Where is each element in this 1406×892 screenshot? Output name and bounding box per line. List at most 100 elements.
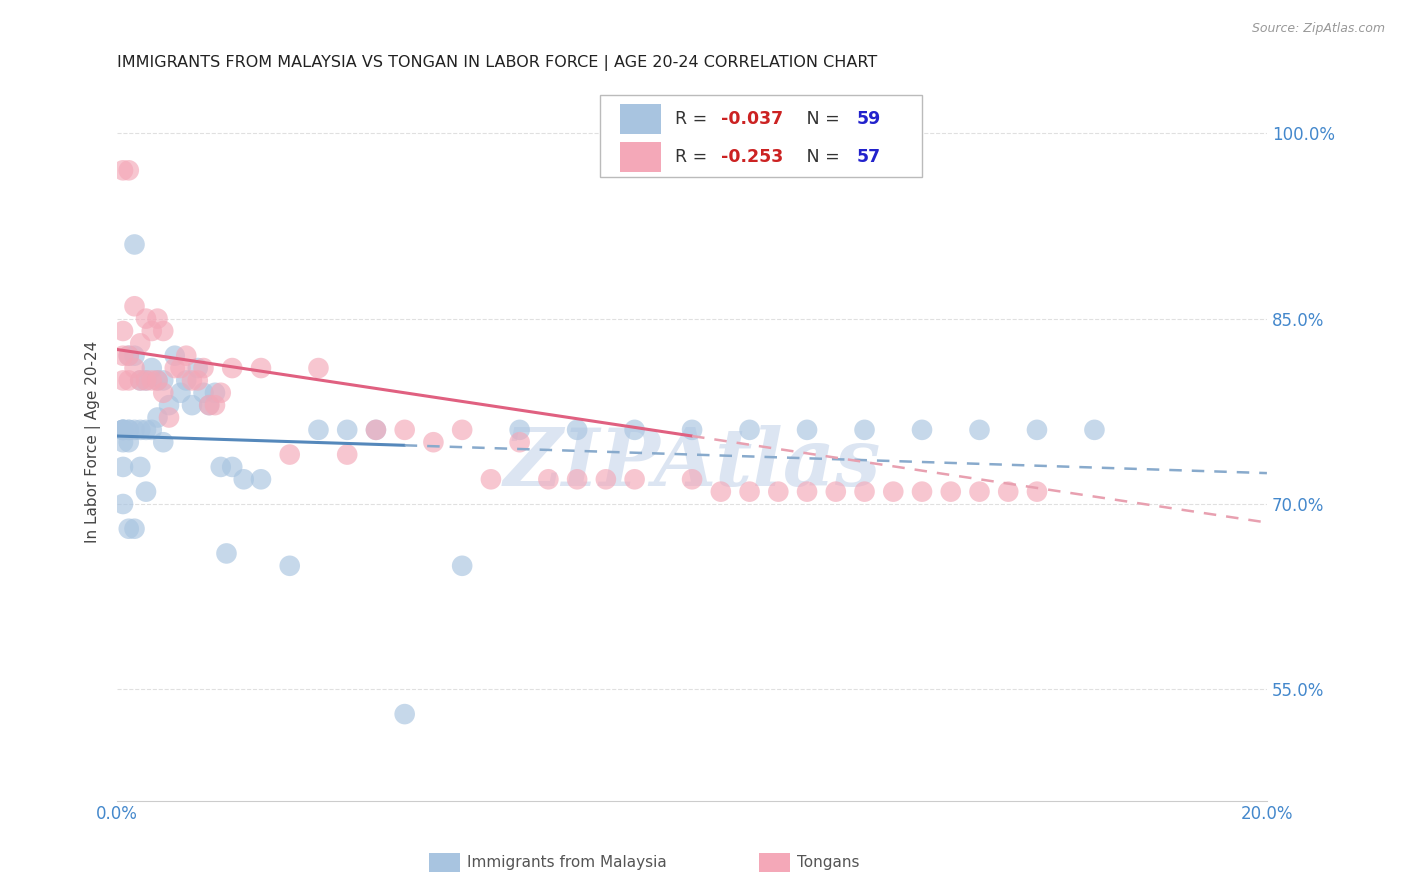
- Point: [111, 423, 134, 437]
- Point: [623, 472, 645, 486]
- Point: [157, 398, 180, 412]
- Point: [118, 349, 141, 363]
- Point: [1083, 423, 1105, 437]
- Text: Tongans: Tongans: [797, 855, 859, 870]
- Point: [969, 484, 991, 499]
- Point: [187, 361, 209, 376]
- Point: [111, 435, 134, 450]
- FancyBboxPatch shape: [600, 95, 922, 177]
- Point: [209, 385, 232, 400]
- Point: [824, 484, 846, 499]
- Point: [146, 410, 169, 425]
- Text: R =: R =: [675, 111, 713, 128]
- Point: [681, 472, 703, 486]
- Point: [710, 484, 733, 499]
- Point: [278, 448, 301, 462]
- Point: [1026, 484, 1049, 499]
- Point: [111, 423, 134, 437]
- Point: [939, 484, 962, 499]
- Point: [595, 472, 617, 486]
- Point: [232, 472, 254, 486]
- Point: [336, 423, 359, 437]
- Point: [129, 459, 152, 474]
- Point: [307, 423, 329, 437]
- Point: [451, 558, 474, 573]
- Point: [135, 484, 157, 499]
- Point: [111, 423, 134, 437]
- Point: [768, 484, 790, 499]
- Point: [141, 361, 163, 376]
- Point: [738, 423, 761, 437]
- Point: [364, 423, 387, 437]
- Point: [250, 472, 273, 486]
- Point: [853, 423, 876, 437]
- Point: [146, 373, 169, 387]
- Point: [307, 361, 329, 376]
- Point: [969, 423, 991, 437]
- Text: -0.037: -0.037: [721, 111, 783, 128]
- Point: [135, 373, 157, 387]
- Point: [394, 423, 416, 437]
- Point: [738, 484, 761, 499]
- Text: IMMIGRANTS FROM MALAYSIA VS TONGAN IN LABOR FORCE | AGE 20-24 CORRELATION CHART: IMMIGRANTS FROM MALAYSIA VS TONGAN IN LA…: [117, 55, 877, 71]
- Point: [565, 472, 588, 486]
- Text: ZIPAtlas: ZIPAtlas: [503, 425, 880, 502]
- Point: [853, 484, 876, 499]
- Point: [111, 459, 134, 474]
- Point: [124, 423, 146, 437]
- Text: -0.253: -0.253: [721, 148, 783, 166]
- Point: [796, 423, 818, 437]
- Point: [124, 361, 146, 376]
- Point: [129, 373, 152, 387]
- Point: [118, 423, 141, 437]
- Text: N =: N =: [790, 148, 845, 166]
- Point: [209, 459, 232, 474]
- Point: [152, 324, 174, 338]
- Point: [479, 472, 502, 486]
- Point: [152, 385, 174, 400]
- Point: [681, 423, 703, 437]
- Point: [181, 398, 204, 412]
- Point: [118, 522, 141, 536]
- Point: [911, 484, 934, 499]
- Point: [174, 373, 197, 387]
- Point: [422, 435, 444, 450]
- Point: [364, 423, 387, 437]
- Point: [135, 311, 157, 326]
- Point: [336, 448, 359, 462]
- Point: [141, 423, 163, 437]
- Point: [118, 435, 141, 450]
- Point: [118, 423, 141, 437]
- Point: [129, 336, 152, 351]
- Text: Immigrants from Malaysia: Immigrants from Malaysia: [467, 855, 666, 870]
- Point: [124, 522, 146, 536]
- Point: [141, 324, 163, 338]
- Point: [129, 423, 152, 437]
- Point: [124, 349, 146, 363]
- Point: [509, 423, 531, 437]
- Point: [169, 361, 191, 376]
- Point: [997, 484, 1019, 499]
- Point: [198, 398, 221, 412]
- Point: [193, 361, 215, 376]
- Text: R =: R =: [675, 148, 713, 166]
- Point: [111, 423, 134, 437]
- Point: [278, 558, 301, 573]
- Point: [111, 349, 134, 363]
- Point: [565, 423, 588, 437]
- Point: [152, 373, 174, 387]
- Text: Source: ZipAtlas.com: Source: ZipAtlas.com: [1251, 22, 1385, 36]
- Point: [623, 423, 645, 437]
- Point: [796, 484, 818, 499]
- Point: [157, 410, 180, 425]
- Point: [537, 472, 560, 486]
- Point: [911, 423, 934, 437]
- Point: [129, 373, 152, 387]
- Point: [169, 385, 191, 400]
- Point: [141, 373, 163, 387]
- Point: [152, 435, 174, 450]
- Point: [146, 373, 169, 387]
- Point: [135, 423, 157, 437]
- Point: [215, 546, 238, 560]
- Point: [204, 398, 226, 412]
